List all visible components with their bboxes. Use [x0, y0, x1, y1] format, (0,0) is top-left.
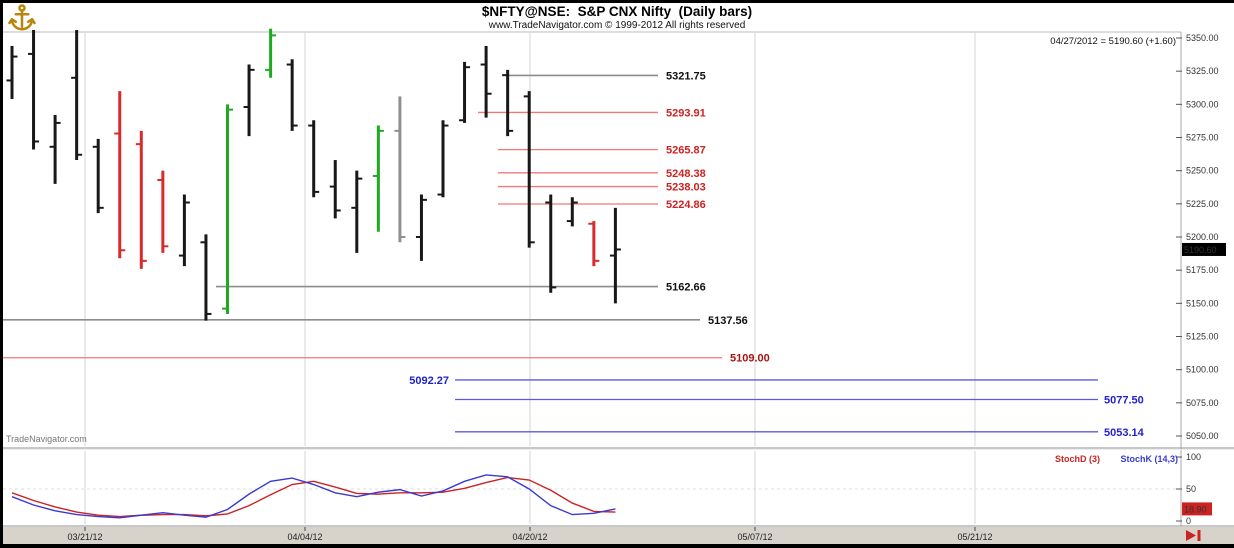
- date-label: 04/20/12: [512, 532, 547, 542]
- ohlc-bar: [222, 104, 233, 314]
- ohlc-bar: [265, 28, 277, 78]
- level-label-5053.14: 5053.14: [1104, 427, 1145, 439]
- window-border-top: [0, 0, 1234, 3]
- ohlc-bar: [286, 59, 298, 131]
- window-border-left: [0, 0, 3, 548]
- level-label-5293.91: 5293.91: [666, 107, 706, 119]
- level-label-5238.03: 5238.03: [666, 182, 706, 194]
- ohlc-bar: [437, 120, 449, 198]
- stochk-label[interactable]: StochK (14,3): [1120, 454, 1178, 464]
- quote-readout: 04/27/2012 = 5190.60 (+1.60): [1050, 36, 1176, 47]
- ohlc-bar: [28, 30, 40, 150]
- price-axis-label: 5275.00: [1186, 133, 1219, 143]
- price-axis-label: 5100.00: [1186, 365, 1219, 375]
- price-axis-label: 5175.00: [1186, 265, 1219, 275]
- ohlc-bar: [135, 130, 147, 269]
- ohlc-bar: [200, 234, 212, 321]
- price-axis-label: 5125.00: [1186, 332, 1219, 342]
- price-axis-label: 5300.00: [1186, 99, 1219, 109]
- stoch-value-badge: [1182, 502, 1212, 516]
- date-label: 05/07/12: [737, 532, 772, 542]
- level-label-5137.56: 5137.56: [708, 315, 748, 327]
- ohlc-bar: [545, 194, 557, 293]
- price-axis-label: 5075.00: [1186, 398, 1219, 408]
- ohlc-bar: [157, 170, 169, 253]
- date-axis[interactable]: [3, 527, 1234, 544]
- ohlc-bar: [329, 160, 341, 219]
- stochk-line: [11, 474, 616, 519]
- price-axis-label: 5050.00: [1186, 431, 1219, 441]
- ohlc-bar: [351, 170, 363, 253]
- level-label-5248.38: 5248.38: [666, 168, 706, 180]
- ohlc-bar: [308, 120, 320, 198]
- level-label-5224.86: 5224.86: [666, 199, 706, 211]
- level-label-5265.87: 5265.87: [666, 145, 706, 157]
- ohlc-bar: [609, 207, 621, 304]
- scroll-end-arrow-icon[interactable]: [1186, 530, 1201, 541]
- level-label-5092.27: 5092.27: [409, 375, 449, 387]
- ohlc-bar: [178, 194, 190, 267]
- ohlc-bar: [372, 125, 384, 232]
- anchor-logo-icon: [7, 3, 37, 38]
- window-border-bottom: [0, 544, 1234, 548]
- price-axis-label: 5250.00: [1186, 166, 1219, 176]
- ohlc-bar: [588, 221, 600, 267]
- price-axis-label: 5325.00: [1186, 66, 1219, 76]
- price-levels: 5321.75 5293.91 5265.87 5248.38 5238.03 5224.…: [3, 70, 1145, 439]
- ohlc-bar: [459, 61, 471, 123]
- stochd-label[interactable]: StochD (3): [1055, 454, 1100, 464]
- price-bars: [6, 28, 621, 321]
- price-axis-label: 5350.00: [1186, 33, 1219, 43]
- ohlc-bar: [114, 91, 126, 259]
- last-price-text: 5190.60: [1184, 245, 1217, 255]
- level-label-5109.00: 5109.00: [730, 353, 770, 365]
- ohlc-bar: [92, 138, 104, 214]
- ohlc-bar: [49, 114, 61, 184]
- ohlc-bar: [71, 30, 83, 161]
- price-axis-label: 5150.00: [1186, 298, 1219, 308]
- level-label-5162.66: 5162.66: [666, 282, 706, 294]
- last-price-badge: [1182, 242, 1226, 256]
- price-axis-label: 5225.00: [1186, 199, 1219, 209]
- ohlc-bar: [480, 45, 492, 118]
- stochd-line: [11, 476, 616, 518]
- price-axis-label: 5200.00: [1186, 232, 1219, 242]
- ohlc-bar: [523, 91, 535, 248]
- price-axis[interactable]: 5350.00 5325.00 5300.00 5275.00 5250.00 5225.…: [1176, 33, 1219, 441]
- ohlc-bar: [502, 69, 514, 137]
- ohlc-bar: [394, 96, 406, 243]
- gridlines: [84, 33, 976, 524]
- date-label: 04/04/12: [287, 532, 322, 542]
- chart-watermark: TradeNavigator.com: [6, 434, 87, 444]
- stoch-value-text: 18.90: [1184, 504, 1207, 514]
- stoch-axis-label: 100: [1186, 452, 1201, 462]
- date-label: 05/21/12: [957, 532, 992, 542]
- stoch-axis-label: 0: [1186, 516, 1191, 526]
- date-label: 03/21/12: [67, 532, 102, 542]
- level-label-5321.75: 5321.75: [666, 70, 706, 82]
- stoch-axis-label: 50: [1186, 484, 1196, 494]
- ohlc-bar: [6, 45, 18, 100]
- ohlc-bar: [415, 194, 427, 261]
- ohlc-bar: [566, 197, 578, 227]
- ohlc-bar: [243, 64, 255, 137]
- chart-title: $NFTY@NSE: S&P CNX Nifty (Daily bars): [481, 4, 753, 19]
- copyright-line: www.TradeNavigator.com © 1999-2012 All r…: [488, 20, 746, 31]
- level-label-5077.50: 5077.50: [1104, 395, 1144, 407]
